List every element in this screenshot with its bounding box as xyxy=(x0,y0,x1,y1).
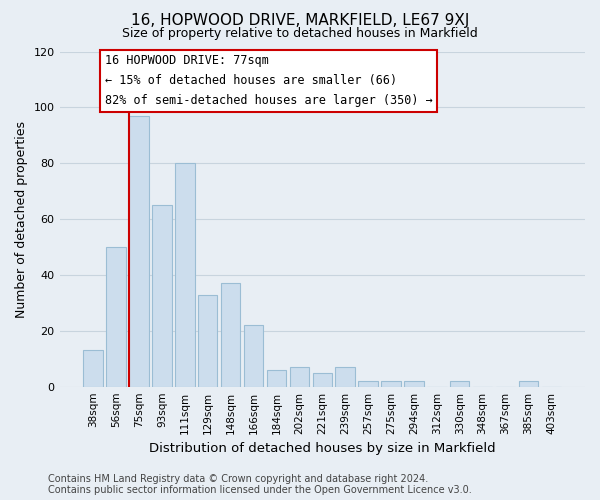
Bar xyxy=(290,367,309,386)
Text: Contains public sector information licensed under the Open Government Licence v3: Contains public sector information licen… xyxy=(48,485,472,495)
Bar xyxy=(129,116,149,386)
Text: Contains HM Land Registry data © Crown copyright and database right 2024.: Contains HM Land Registry data © Crown c… xyxy=(48,474,428,484)
Bar xyxy=(198,294,217,386)
Bar xyxy=(244,325,263,386)
Bar xyxy=(404,381,424,386)
Bar xyxy=(267,370,286,386)
Bar xyxy=(381,381,401,386)
Y-axis label: Number of detached properties: Number of detached properties xyxy=(15,120,28,318)
Bar xyxy=(175,163,194,386)
Text: Size of property relative to detached houses in Markfield: Size of property relative to detached ho… xyxy=(122,28,478,40)
Bar xyxy=(335,367,355,386)
Bar xyxy=(152,205,172,386)
Text: 16, HOPWOOD DRIVE, MARKFIELD, LE67 9XJ: 16, HOPWOOD DRIVE, MARKFIELD, LE67 9XJ xyxy=(131,12,469,28)
Text: 16 HOPWOOD DRIVE: 77sqm
← 15% of detached houses are smaller (66)
82% of semi-de: 16 HOPWOOD DRIVE: 77sqm ← 15% of detache… xyxy=(104,54,433,108)
Bar xyxy=(83,350,103,386)
X-axis label: Distribution of detached houses by size in Markfield: Distribution of detached houses by size … xyxy=(149,442,496,455)
Bar xyxy=(221,284,241,387)
Bar xyxy=(358,381,378,386)
Bar xyxy=(519,381,538,386)
Bar xyxy=(450,381,469,386)
Bar xyxy=(313,372,332,386)
Bar xyxy=(106,247,126,386)
